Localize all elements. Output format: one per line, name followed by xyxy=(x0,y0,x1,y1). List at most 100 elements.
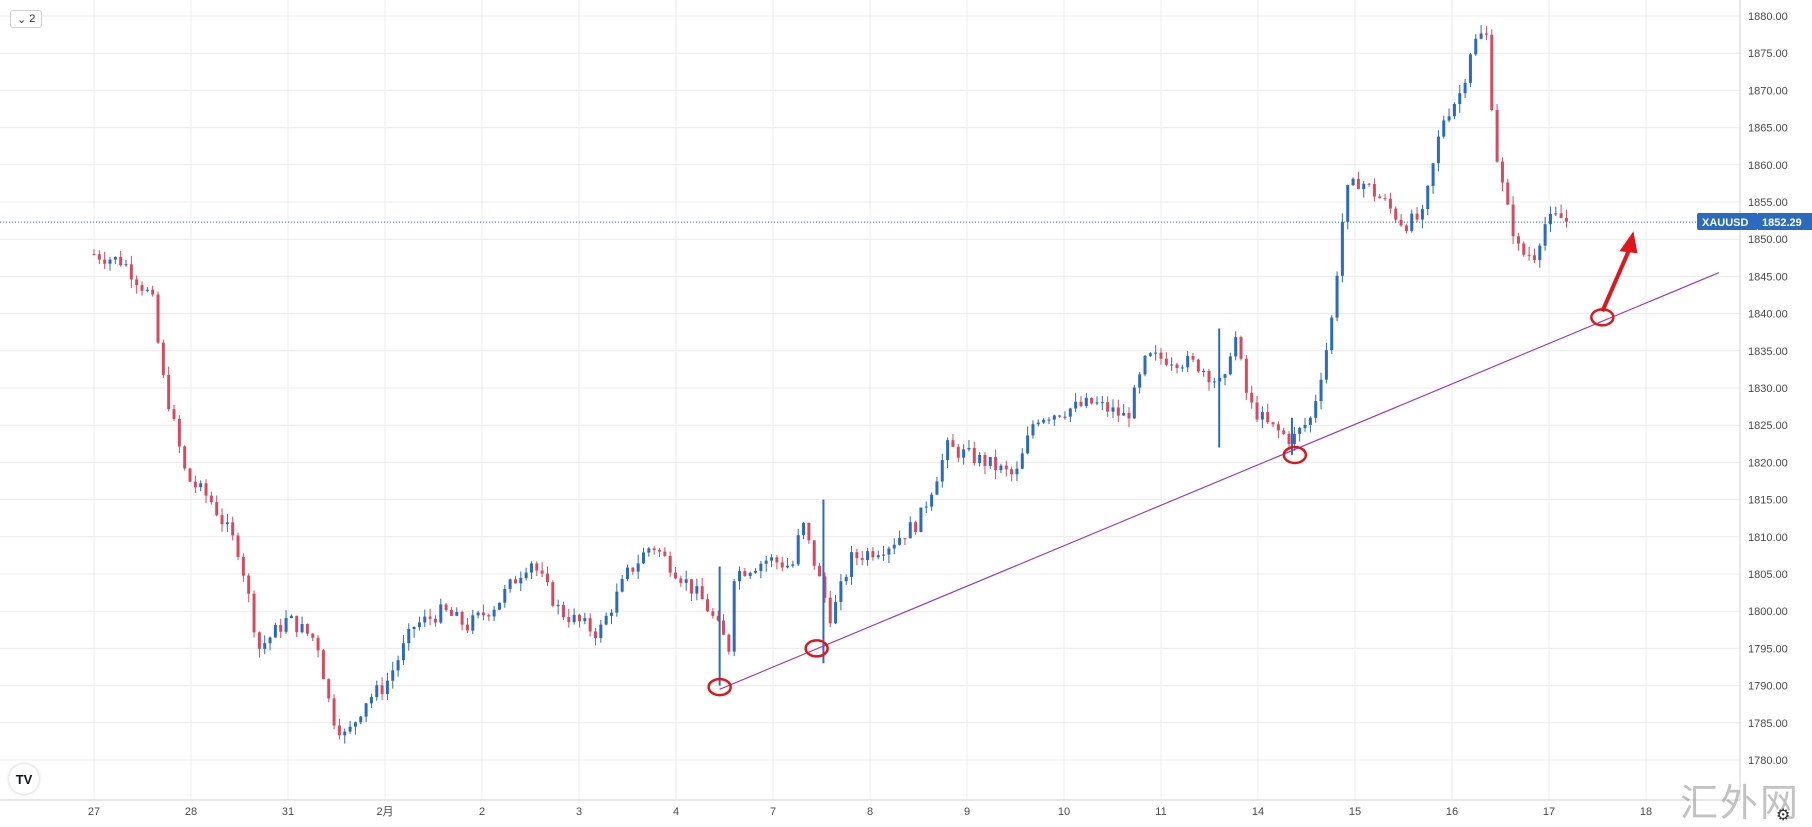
candle-body xyxy=(1474,38,1478,55)
candle-body xyxy=(1522,243,1526,255)
candle-body xyxy=(604,615,608,625)
candle-body xyxy=(1431,163,1435,186)
x-tick-label: 4 xyxy=(673,806,679,818)
candle-body xyxy=(471,615,475,631)
candle-body xyxy=(1463,82,1467,94)
y-tick-label: 1810.00 xyxy=(1748,532,1788,544)
candle-body xyxy=(1244,358,1248,393)
candle-body xyxy=(658,550,662,552)
touch-point-marker xyxy=(1282,445,1308,465)
candle-body xyxy=(866,551,870,561)
y-tick-label: 1815.00 xyxy=(1748,495,1788,507)
candle-body xyxy=(1106,402,1110,412)
candle-body xyxy=(215,502,219,516)
candle-body xyxy=(401,643,405,661)
candle-body xyxy=(1047,419,1051,421)
candle-body xyxy=(1063,416,1067,418)
candle-body xyxy=(257,632,261,649)
candle-body xyxy=(946,440,950,461)
candle-body xyxy=(1458,93,1462,105)
price-axis[interactable]: 1780.00 1785.00 1790.00 1795.00 1800.00 1805.… xyxy=(1739,0,1788,800)
y-tick-label: 1805.00 xyxy=(1748,569,1788,581)
candle-body xyxy=(668,555,672,573)
tradingview-logo-icon[interactable]: TV xyxy=(9,764,39,794)
candle-body xyxy=(311,633,315,638)
candle-body xyxy=(561,604,565,618)
candle-body xyxy=(1346,185,1350,222)
candle-body xyxy=(1271,422,1275,425)
candle-body xyxy=(1260,412,1264,420)
candle-body xyxy=(828,597,832,624)
candle-body xyxy=(103,259,107,264)
candle-body xyxy=(540,570,544,574)
y-tick-label: 1850.00 xyxy=(1748,234,1788,246)
candle-body xyxy=(161,342,165,375)
candle-body xyxy=(428,616,432,619)
candle-body xyxy=(391,670,395,681)
candle-body xyxy=(231,522,235,536)
candle-body xyxy=(1164,358,1168,365)
time-axis[interactable]: 27 28 31 2月 2 3 4 7 8 9 10 11 14 15 16 17 18 xyxy=(0,799,1740,818)
candle-body xyxy=(572,614,576,623)
candle-body xyxy=(252,593,256,633)
candle-body xyxy=(92,254,96,256)
candle-body xyxy=(988,457,992,466)
y-tick-label: 1780.00 xyxy=(1748,755,1788,767)
candle-body xyxy=(1335,275,1339,318)
candle-body xyxy=(284,617,288,632)
candle-body xyxy=(983,454,987,466)
candle-body xyxy=(1383,198,1387,200)
candle-body xyxy=(684,579,688,583)
candle-body xyxy=(439,604,443,623)
candle-body xyxy=(1319,379,1323,402)
candle-body xyxy=(513,579,517,584)
candle-body xyxy=(759,563,763,571)
symbol-label-bg xyxy=(1697,213,1758,230)
candle-body xyxy=(855,552,859,559)
candle-body xyxy=(460,612,464,625)
candle-body xyxy=(994,457,998,471)
x-tick-label: 3 xyxy=(576,806,582,818)
gear-icon[interactable]: ⚙ xyxy=(1776,807,1791,824)
candle-body xyxy=(775,557,779,563)
candle-body xyxy=(1415,213,1419,220)
candle-body xyxy=(1538,245,1542,260)
interval-toggle-button[interactable]: ⌄ 2 xyxy=(10,10,43,28)
candle-body xyxy=(1052,415,1056,420)
candle-body xyxy=(535,563,539,571)
candle-body xyxy=(700,586,704,600)
candle-body xyxy=(914,522,918,533)
candle-body xyxy=(743,571,747,577)
candle-body xyxy=(1084,397,1088,406)
candle-body xyxy=(1026,435,1030,454)
x-tick-label: 10 xyxy=(1058,806,1070,818)
candle-body xyxy=(924,506,928,508)
candle-body xyxy=(1143,355,1147,375)
candle-body xyxy=(1010,469,1014,475)
y-tick-label: 1840.00 xyxy=(1748,309,1788,321)
y-tick-label: 1880.00 xyxy=(1748,11,1788,23)
interval-badge: 2 xyxy=(29,13,36,25)
x-tick-label: 16 xyxy=(1446,806,1458,818)
candle-body xyxy=(898,538,902,545)
candle-body xyxy=(1122,412,1126,416)
candle-body xyxy=(332,698,336,726)
candle-body xyxy=(1543,224,1547,246)
candle-body xyxy=(1479,33,1483,39)
candle-body xyxy=(1372,183,1376,197)
candle-body xyxy=(145,289,149,291)
candle-body xyxy=(1127,412,1131,419)
candle-body xyxy=(615,591,619,613)
candle-body xyxy=(1180,367,1184,369)
candle-body xyxy=(1356,178,1360,190)
candle-body xyxy=(268,637,272,644)
candle-body xyxy=(263,643,267,649)
candle-body xyxy=(417,622,421,628)
candle-body xyxy=(1202,370,1206,372)
candle-body xyxy=(652,548,656,551)
candle-body xyxy=(727,634,731,652)
candle-body xyxy=(1111,407,1115,412)
candle-body xyxy=(353,722,357,727)
candle-body xyxy=(476,612,480,616)
